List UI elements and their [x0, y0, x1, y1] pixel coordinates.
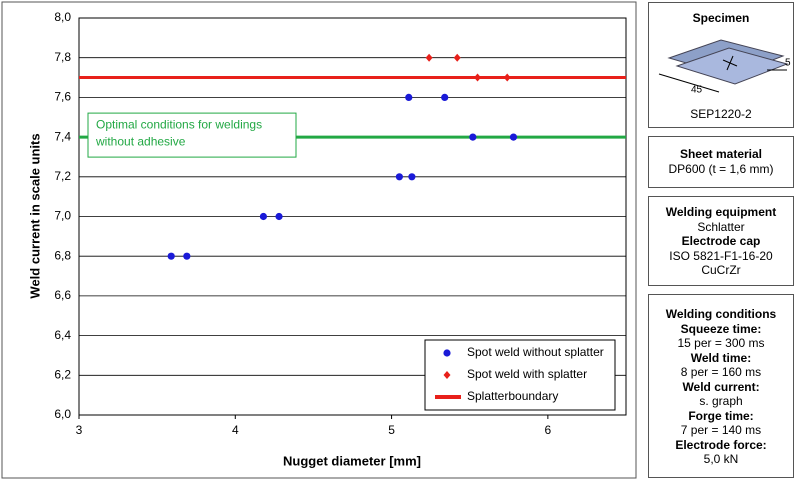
panel-line: Schlatter: [649, 220, 793, 235]
panel-line: Squeeze time:: [649, 322, 793, 337]
panel-line: CuCrZr: [649, 263, 793, 278]
panel-line: Electrode force:: [649, 438, 793, 453]
y-tick-label: 6,2: [54, 367, 71, 381]
y-tick-label: 7,0: [54, 209, 71, 223]
point: [396, 173, 403, 180]
legend-swatch: [443, 349, 450, 356]
legend-label: Splatterboundary: [467, 389, 558, 403]
panel-line: Sheet material: [649, 147, 793, 162]
point: [260, 213, 267, 220]
dim-label: 5: [785, 57, 791, 68]
y-axis-label: Weld current in scale units: [27, 133, 42, 298]
annotation: without adhesive: [95, 134, 186, 148]
y-tick-label: 7,8: [54, 50, 71, 64]
dim-label: 45: [691, 84, 703, 95]
panel-line: 8 per = 160 ms: [649, 365, 793, 380]
y-tick-label: 7,6: [54, 90, 71, 104]
page: Weld current in scale units Nugget diame…: [0, 0, 798, 480]
y-tick-label: 6,0: [54, 407, 71, 421]
panel-line: Forge time:: [649, 409, 793, 424]
x-tick-label: 5: [388, 423, 395, 437]
y-tick-label: 6,8: [54, 248, 71, 262]
point: [469, 134, 476, 141]
panel-line: 15 per = 300 ms: [649, 336, 793, 351]
legend-label: Spot weld without splatter: [467, 345, 604, 359]
legend-label: Spot weld with splatter: [467, 367, 587, 381]
point: [168, 253, 175, 260]
y-tick-label: 6,6: [54, 288, 71, 302]
panel-line: Weld current:: [649, 380, 793, 395]
panel-line: ISO 5821-F1-16-20: [649, 249, 793, 264]
panel-title: Specimen: [649, 11, 793, 26]
y-tick-label: 8,0: [54, 10, 71, 24]
panel-line: 7 per = 140 ms: [649, 423, 793, 438]
x-tick-label: 4: [232, 423, 239, 437]
point: [408, 173, 415, 180]
panel-line: Electrode cap: [649, 234, 793, 249]
point: [405, 94, 412, 101]
panel-line: 5,0 kN: [649, 452, 793, 467]
specimen-panel: Specimen 45 5 SEP1220-2: [648, 2, 794, 128]
y-tick-label: 7,4: [54, 129, 71, 143]
specimen-figure: 45 5: [649, 26, 793, 98]
x-tick-label: 6: [545, 423, 552, 437]
x-tick-label: 3: [76, 423, 83, 437]
chart: Weld current in scale units Nugget diame…: [0, 0, 638, 480]
y-tick-label: 6,4: [54, 328, 71, 342]
y-tick-label: 7,2: [54, 169, 71, 183]
panel-line: Welding conditions: [649, 307, 793, 322]
panel-caption: SEP1220-2: [649, 107, 793, 122]
point: [510, 134, 517, 141]
point: [441, 94, 448, 101]
point: [183, 253, 190, 260]
panel-line: s. graph: [649, 394, 793, 409]
panel-line: Welding equipment: [649, 205, 793, 220]
x-axis-label: Nugget diameter [mm]: [283, 453, 421, 468]
panel-line: Weld time:: [649, 351, 793, 366]
annotation: Optimal conditions for weldings: [96, 117, 262, 131]
point: [275, 213, 282, 220]
panel-line: DP600 (t = 1,6 mm): [649, 162, 793, 177]
